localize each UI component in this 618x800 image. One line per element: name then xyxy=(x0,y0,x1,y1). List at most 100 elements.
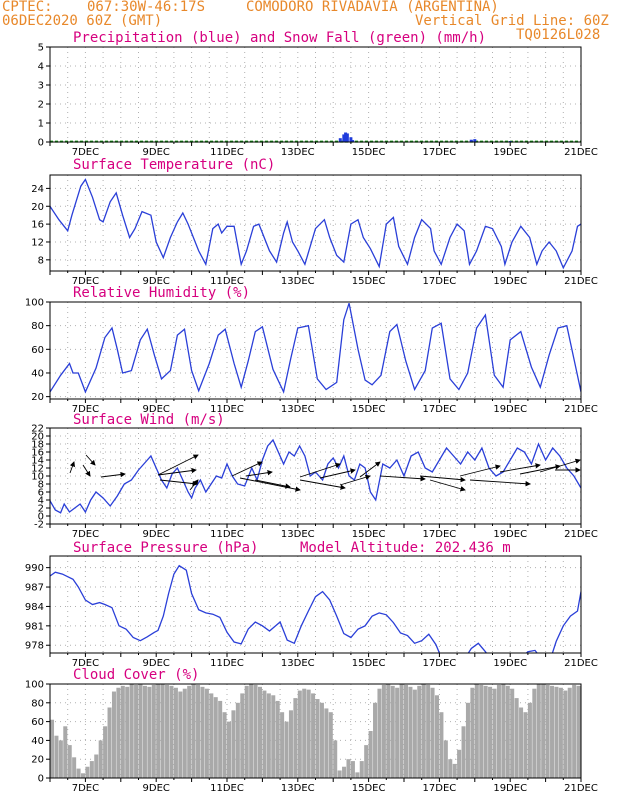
panel-5: 978 981 984 987 990 7DEC 9DEC 11DEC 13DEC 15DEC 17… xyxy=(25,540,598,669)
x-tick-label: 9DEC xyxy=(143,658,170,669)
y-tick-label: 80 xyxy=(31,698,44,709)
cloud-bar xyxy=(554,686,559,778)
y-tick-label: 60 xyxy=(31,717,44,728)
cloud-bar xyxy=(386,684,391,778)
cloud-bar xyxy=(483,685,488,778)
cloud-bar xyxy=(421,684,426,778)
cloud-bar xyxy=(395,687,400,778)
x-tick-label: 13DEC xyxy=(281,147,315,158)
y-tick-label: 14 xyxy=(31,456,44,467)
cloud-bar xyxy=(244,685,249,778)
cloud-bar xyxy=(350,761,355,778)
cloud-bar xyxy=(333,740,338,778)
cloud-bar xyxy=(558,687,563,778)
cloud-bar xyxy=(381,684,386,778)
x-tick-label: 19DEC xyxy=(493,783,527,794)
x-tick-label: 11DEC xyxy=(210,276,244,287)
y-tick-label: 978 xyxy=(25,641,44,652)
panel-title: Surface Pressure (hPa) xyxy=(73,540,258,556)
cloud-bar xyxy=(151,684,156,778)
cloud-bar xyxy=(536,684,541,778)
cloud-bar xyxy=(94,754,99,778)
precip-bar xyxy=(349,137,353,142)
y-tick-label: 12 xyxy=(31,237,44,248)
x-tick-label: 9DEC xyxy=(143,276,170,287)
cloud-bar xyxy=(50,719,55,778)
y-tick-label: 20 xyxy=(31,755,44,766)
x-tick-label: 19DEC xyxy=(493,147,527,158)
cloud-bar xyxy=(417,685,422,778)
x-tick-label: 7DEC xyxy=(72,147,99,158)
y-tick-label: 2 xyxy=(38,504,44,515)
cloud-bar xyxy=(514,698,519,778)
cloud-bar xyxy=(235,702,240,778)
precip-bar xyxy=(338,138,342,142)
precip-bar xyxy=(473,139,477,142)
cloud-bar xyxy=(434,695,439,778)
cloud-bar xyxy=(324,708,329,778)
header-station: COMODORO RIVADAVIA (ARGENTINA) xyxy=(246,0,499,15)
cloud-bar xyxy=(187,685,192,778)
y-tick-label: 16 xyxy=(31,448,44,459)
y-tick-label: 4 xyxy=(38,62,44,73)
wind-arrow xyxy=(159,479,198,487)
x-tick-label: 19DEC xyxy=(493,658,527,669)
x-tick-label: 13DEC xyxy=(281,529,315,540)
x-tick-label: 19DEC xyxy=(493,404,527,415)
x-tick-label: 11DEC xyxy=(210,658,244,669)
header-grid-note: Vertical Grid Line: 60Z xyxy=(415,13,609,29)
y-tick-label: 2 xyxy=(38,100,44,111)
wind-arrow xyxy=(469,479,531,487)
y-tick-label: 8 xyxy=(38,255,44,266)
wind-arrow xyxy=(499,463,541,473)
y-tick-label: 0 xyxy=(38,774,44,785)
wind-arrow xyxy=(459,464,501,477)
cloud-bar xyxy=(479,684,484,778)
cloud-bar xyxy=(227,721,232,778)
cloud-bar xyxy=(488,686,493,778)
cloud-bar xyxy=(120,685,125,778)
cloud-bar xyxy=(346,759,351,778)
panel-1: 0 1 2 3 4 5 7DEC 9DEC 11DEC 13DEC 15DEC 17DEC 19DEC 2… xyxy=(38,30,598,158)
x-tick-label: 19DEC xyxy=(493,529,527,540)
cloud-bar xyxy=(474,684,479,778)
cloud-bar xyxy=(129,684,134,778)
y-tick-label: 987 xyxy=(25,583,44,594)
cloud-bar xyxy=(204,688,209,778)
wind-arrow xyxy=(85,454,96,466)
y-tick-label: 18 xyxy=(31,440,44,451)
cloud-bar xyxy=(452,763,457,778)
cloud-bar xyxy=(541,684,546,778)
panel-title: Precipitation (blue) and Snow Fall (gree… xyxy=(73,30,486,46)
x-tick-label: 21DEC xyxy=(564,404,598,415)
y-tick-label: 1 xyxy=(38,119,44,130)
panel-annotation: Model Altitude: 202.436 m xyxy=(300,540,511,556)
y-tick-label: 4 xyxy=(38,496,44,507)
cloud-bar xyxy=(89,761,94,778)
y-tick-label: 16 xyxy=(31,220,44,231)
cloud-bar xyxy=(240,693,245,778)
cloud-bar xyxy=(319,702,324,778)
wind-arrow xyxy=(539,458,581,473)
y-tick-label: 20 xyxy=(31,432,44,443)
cloud-bar xyxy=(439,712,444,778)
cloud-bar xyxy=(461,726,466,778)
precip-bar xyxy=(469,139,473,142)
wind-arrow xyxy=(100,471,126,478)
cloud-bar xyxy=(430,687,435,778)
x-tick-label: 19DEC xyxy=(493,276,527,287)
cloud-bar xyxy=(457,749,462,778)
y-tick-label: 5 xyxy=(38,43,44,54)
y-tick-label: 100 xyxy=(25,298,44,309)
cloud-bar xyxy=(532,688,537,778)
cloud-bar xyxy=(222,712,227,778)
cloud-bar xyxy=(196,684,201,778)
y-tick-label: 984 xyxy=(25,602,44,613)
cloud-bar xyxy=(519,707,524,778)
y-tick-label: 60 xyxy=(31,345,44,356)
cloud-bar xyxy=(107,707,112,778)
cloud-bar xyxy=(218,700,223,778)
cloud-bar xyxy=(98,740,103,778)
